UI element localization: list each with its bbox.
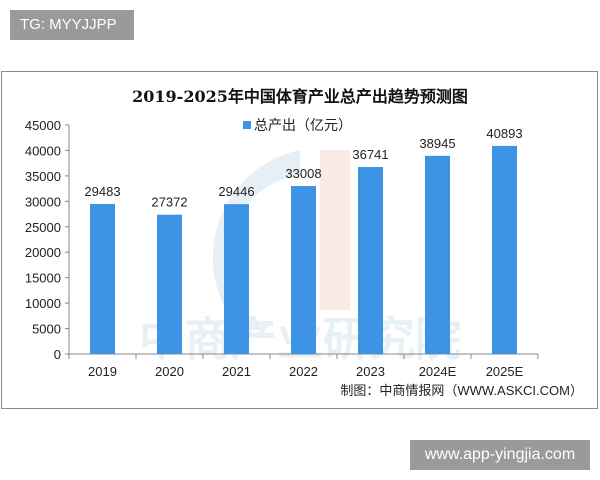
bar-2024E — [425, 155, 450, 354]
x-tick-label: 2025E — [486, 364, 524, 379]
y-tick-label: 0 — [54, 347, 61, 362]
y-tick-label: 5000 — [32, 322, 61, 337]
x-tick-label: 2024E — [419, 364, 457, 379]
x-tick-label: 2019 — [88, 364, 117, 379]
bar-2019 — [90, 203, 115, 354]
y-tick-label: 25000 — [25, 220, 61, 235]
data-label: 33008 — [285, 166, 321, 181]
data-label: 36741 — [352, 147, 388, 162]
chart-title: 2019-2025年中国体育产业总产出趋势预测图 — [132, 87, 468, 106]
bar-2025E — [492, 145, 517, 354]
data-label: 40893 — [486, 126, 522, 141]
bar-2022 — [291, 186, 316, 354]
bar-2021 — [224, 204, 249, 354]
y-tick-label: 15000 — [25, 271, 61, 286]
x-tick-label: 2022 — [289, 364, 318, 379]
data-label: 29446 — [218, 184, 254, 199]
y-tick-label: 30000 — [25, 194, 61, 209]
y-tick-label: 40000 — [25, 143, 61, 158]
source-note: 制图：中商情报网（WWW.ASKCI.COM） — [340, 383, 583, 398]
legend-swatch — [243, 121, 251, 129]
tg-badge: TG: MYYJJPP — [10, 10, 134, 40]
legend: 总产出（亿元） — [243, 117, 352, 133]
site-badge: www.app-yingjia.com — [410, 440, 590, 470]
x-tick-label: 2021 — [222, 364, 251, 379]
legend-label: 总产出（亿元） — [254, 117, 352, 133]
y-tick-label: 10000 — [25, 296, 61, 311]
x-tick-label: 2023 — [356, 364, 385, 379]
data-label: 29483 — [84, 184, 120, 199]
bar-2023 — [358, 167, 383, 354]
y-tick-label: 45000 — [25, 118, 61, 133]
x-tick-label: 2020 — [155, 364, 184, 379]
data-label: 27372 — [151, 195, 187, 210]
data-label: 38945 — [419, 136, 455, 151]
bar-2020 — [157, 214, 182, 354]
y-tick-label: 20000 — [25, 245, 61, 260]
y-tick-label: 35000 — [25, 169, 61, 184]
chart-frame — [1, 71, 598, 409]
